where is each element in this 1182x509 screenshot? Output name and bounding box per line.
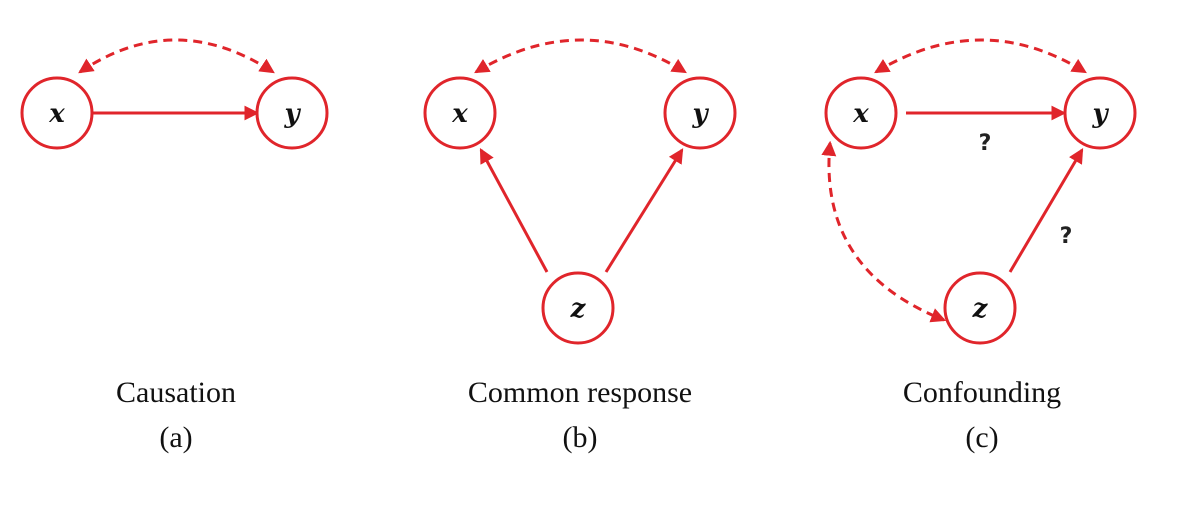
node-z: z: [541, 271, 615, 345]
panel-causation: x y Causation (a): [20, 38, 329, 454]
node-y: y: [663, 76, 737, 150]
dashed-association-x-z: [821, 140, 947, 323]
caption-causation: Causation: [116, 376, 236, 409]
node-x-label: x: [451, 99, 468, 129]
dashed-association-x-y: [874, 38, 1087, 74]
caption-common-response: Common response: [468, 376, 692, 409]
node-x: x: [824, 76, 898, 150]
arrow-z-to-y: [1008, 148, 1084, 273]
node-z-label: z: [972, 294, 989, 324]
question-mark-z-y: ?: [1060, 224, 1073, 249]
panel-common-response: x y z Common response (b): [423, 38, 737, 454]
dashed-association-x-y: [78, 38, 275, 74]
node-y: y: [1063, 76, 1137, 150]
node-x-label: x: [852, 99, 869, 129]
dashed-association-x-y: [474, 38, 687, 74]
node-x: x: [20, 76, 94, 150]
sublabel-b: (b): [563, 421, 598, 454]
node-y-label: y: [691, 99, 709, 129]
sublabel-c: (c): [965, 421, 998, 454]
caption-confounding: Confounding: [903, 376, 1061, 409]
sublabel-a: (a): [159, 421, 192, 454]
arrow-z-to-y: [604, 148, 684, 273]
arrow-z-to-x: [479, 148, 549, 273]
node-z: z: [943, 271, 1017, 345]
node-x-label: x: [48, 99, 65, 129]
node-x: x: [423, 76, 497, 150]
question-mark-x-y: ?: [979, 131, 992, 156]
node-y: y: [255, 76, 329, 150]
node-z-label: z: [570, 294, 587, 324]
node-y-label: y: [1091, 99, 1109, 129]
node-y-label: y: [283, 99, 301, 129]
panel-confounding: x y z ? ? Confounding (c): [821, 38, 1137, 454]
